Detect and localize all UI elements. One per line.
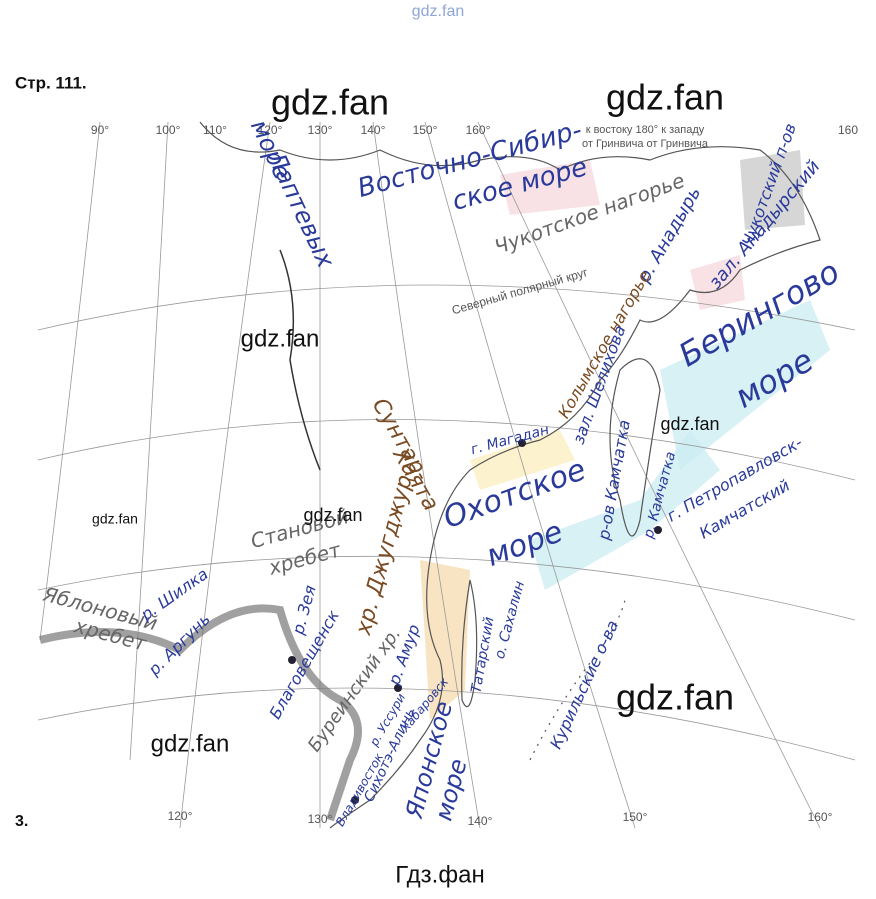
- meridian-label: 110°: [203, 123, 227, 137]
- watermark: gdz.fan: [271, 82, 389, 123]
- meridian-label: 140°: [468, 814, 493, 828]
- map-note: к востоку 180° к западу: [586, 124, 705, 136]
- meridian-label: 150°: [413, 123, 438, 137]
- coastlines: [39, 121, 821, 829]
- meridian: [372, 121, 481, 829]
- map: [37, 121, 856, 829]
- parallel: [37, 555, 856, 621]
- parallel: [37, 687, 856, 761]
- patch: [420, 560, 470, 720]
- meridian: [179, 121, 271, 829]
- coastline: [609, 358, 661, 537]
- watermark: gdz.fan: [151, 730, 230, 757]
- map-note: от Гринвича от Гринвича: [582, 138, 709, 150]
- cities: [288, 439, 662, 804]
- parallel: [37, 284, 856, 331]
- city: [394, 684, 402, 692]
- meridian: [39, 121, 101, 641]
- meridian-label: 150°: [623, 810, 648, 824]
- city: [654, 526, 662, 534]
- map-frame: [38, 122, 855, 828]
- watermark: gdz.fan: [303, 505, 362, 525]
- patch: [530, 430, 720, 590]
- graticule: [37, 121, 856, 829]
- patch: [740, 150, 805, 230]
- city: [288, 656, 296, 664]
- border: [279, 249, 321, 471]
- watermark: gdz.fan: [660, 414, 719, 434]
- patch: [660, 300, 830, 470]
- meridian-label: 120°: [168, 809, 193, 823]
- meridian-label: 130°: [308, 123, 333, 137]
- parallel: [37, 419, 856, 481]
- city: [351, 796, 359, 804]
- coastline: [199, 121, 821, 829]
- patch: [690, 255, 745, 310]
- meridian-label: 140°: [361, 123, 386, 137]
- meridian-label: 100°: [156, 123, 181, 137]
- coastline: [529, 599, 626, 761]
- watermark: gdz.fan: [92, 511, 138, 527]
- watermark: gdz.fan: [606, 77, 724, 118]
- meridian-label: 120°: [258, 123, 283, 137]
- site-mark: gdz.fan: [412, 3, 464, 20]
- meridian-label: 160°: [466, 123, 491, 137]
- patch: [470, 430, 575, 490]
- meridian-label: 160: [838, 123, 858, 137]
- meridian: [424, 121, 636, 829]
- watermark: gdz.fan: [616, 677, 734, 718]
- meridian-label: 130°: [308, 812, 333, 826]
- item-number: 3.: [15, 813, 28, 830]
- meridian-label: 160°: [808, 810, 833, 824]
- meridian: [477, 121, 821, 829]
- meridian: [129, 121, 169, 761]
- coastline: [461, 579, 478, 708]
- page-ref: Стр. 111.: [15, 73, 87, 92]
- caption: Гдз.фан: [395, 861, 484, 888]
- city: [518, 439, 526, 447]
- border: [39, 604, 362, 822]
- watermark: gdz.fan: [241, 325, 320, 352]
- meridian-label: 90°: [91, 123, 109, 137]
- patch: [500, 160, 600, 215]
